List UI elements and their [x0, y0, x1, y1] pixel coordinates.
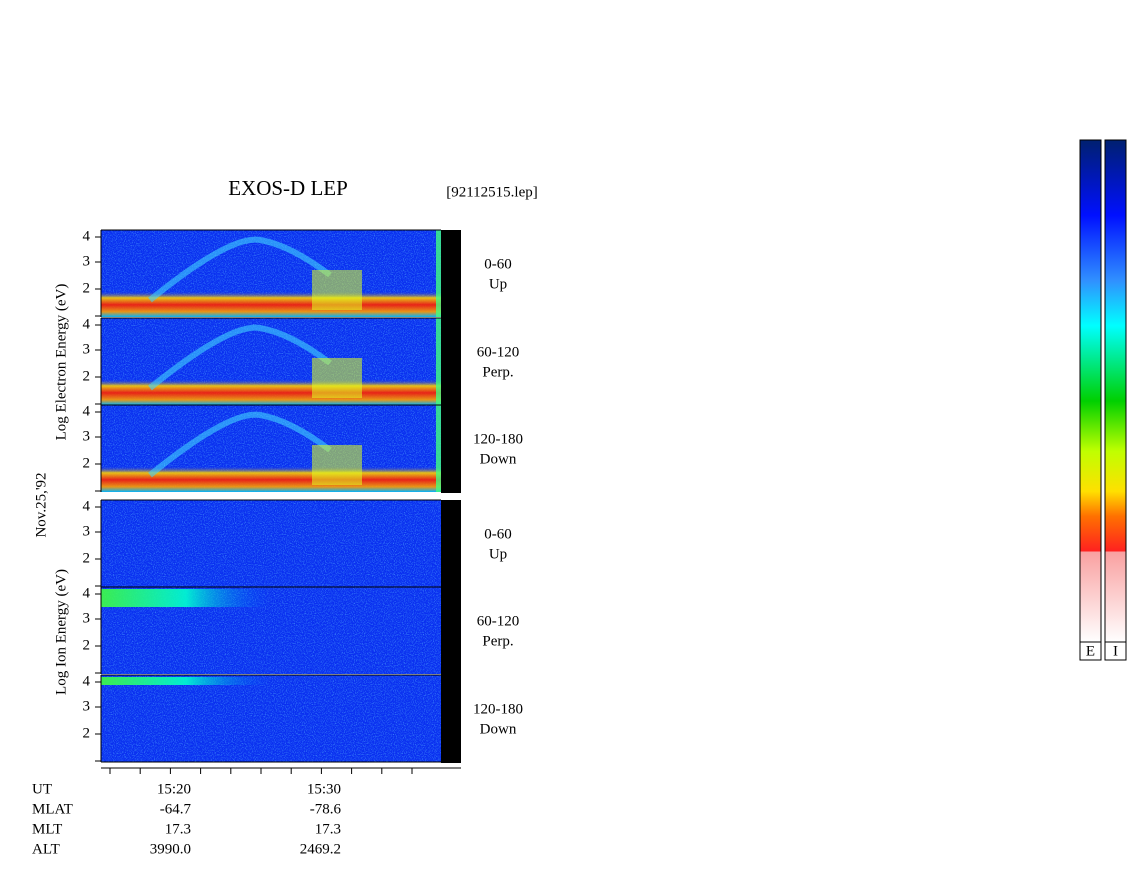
edge: [436, 318, 441, 405]
arc: [148, 324, 332, 391]
range-label: 120-180: [473, 701, 523, 717]
data-gap: [441, 587, 461, 675]
y-tick-label: 2: [83, 455, 91, 471]
panels: 4 3 2 0-60 Up 4 3 2 60-120 Perp. 4 3 2 120-180 Down 4 3 2…: [83, 228, 523, 763]
orbit-value: -78.6: [310, 801, 342, 817]
colorbar-label: I: [1113, 643, 1118, 659]
data-gap: [441, 405, 461, 493]
title: EXOS-D LEP: [228, 176, 348, 200]
orbit-value: 3990.0: [150, 841, 191, 857]
colorbar: [1079, 139, 1102, 643]
range-label: 120-180: [473, 431, 523, 447]
y-tick-label: 3: [83, 698, 91, 714]
spectrogram-noise: [101, 500, 441, 587]
direction-label: Perp.: [482, 364, 513, 380]
data-gap: [441, 675, 461, 763]
ion-axis-label: Log Ion Energy (eV): [53, 569, 69, 695]
range-label: 60-120: [477, 613, 520, 629]
range-label: 0-60: [484, 256, 512, 272]
orbit-value: 2469.2: [300, 841, 341, 857]
data-gap: [441, 500, 461, 588]
y-tick-label: 2: [83, 637, 91, 653]
y-tick-label: 3: [83, 523, 91, 539]
ion-band: [101, 677, 441, 685]
arc: [148, 411, 332, 478]
colorbar-label-box: [1079, 641, 1102, 661]
orbit-label: UT: [32, 781, 52, 797]
colorbar-label: E: [1086, 643, 1095, 659]
burst: [312, 358, 362, 398]
y-tick-label: 3: [83, 253, 91, 269]
y-tick-label: 4: [83, 585, 91, 601]
spectrogram-noise: [101, 675, 441, 762]
burst: [312, 270, 362, 310]
y-tick-label: 3: [83, 428, 91, 444]
range-label: 0-60: [484, 526, 512, 542]
colorbar: [1104, 139, 1127, 643]
orbit-value: 15:30: [307, 781, 341, 797]
direction-label: Down: [480, 451, 517, 467]
y-tick-label: 2: [83, 280, 91, 296]
direction-label: Up: [489, 546, 507, 562]
file-name: [92112515.lep]: [446, 184, 538, 200]
y-tick-label: 2: [83, 368, 91, 384]
y-tick-label: 2: [83, 550, 91, 566]
date: Nov.25,'92: [33, 472, 49, 537]
y-tick-label: 2: [83, 725, 91, 741]
burst: [312, 445, 362, 485]
orbit-value: 17.3: [315, 821, 341, 837]
direction-label: Down: [480, 721, 517, 737]
orbit-label: ALT: [32, 841, 60, 857]
edge: [436, 405, 441, 492]
data-gap: [441, 318, 461, 406]
data-gap: [441, 230, 461, 318]
y-tick-label: 3: [83, 341, 91, 357]
y-tick-label: 4: [83, 498, 91, 514]
orbit-value: -64.7: [160, 801, 192, 817]
direction-label: Perp.: [482, 633, 513, 649]
direction-label: Up: [489, 276, 507, 292]
y-tick-label: 4: [83, 316, 91, 332]
ion-band: [101, 589, 441, 607]
range-label: 60-120: [477, 344, 520, 360]
edge: [436, 230, 441, 317]
colorbar-label-box: [1104, 641, 1127, 661]
orbit-value: 15:20: [157, 781, 191, 797]
y-tick-label: 4: [83, 673, 91, 689]
y-tick-label: 3: [83, 610, 91, 626]
arc: [148, 236, 332, 303]
orbit-value: 17.3: [165, 821, 191, 837]
electron-axis-label: Log Electron Energy (eV): [53, 284, 69, 441]
y-tick-label: 4: [83, 403, 91, 419]
orbit-label: MLT: [32, 821, 62, 837]
y-tick-label: 4: [83, 228, 91, 244]
orbit-label: MLAT: [32, 801, 73, 817]
